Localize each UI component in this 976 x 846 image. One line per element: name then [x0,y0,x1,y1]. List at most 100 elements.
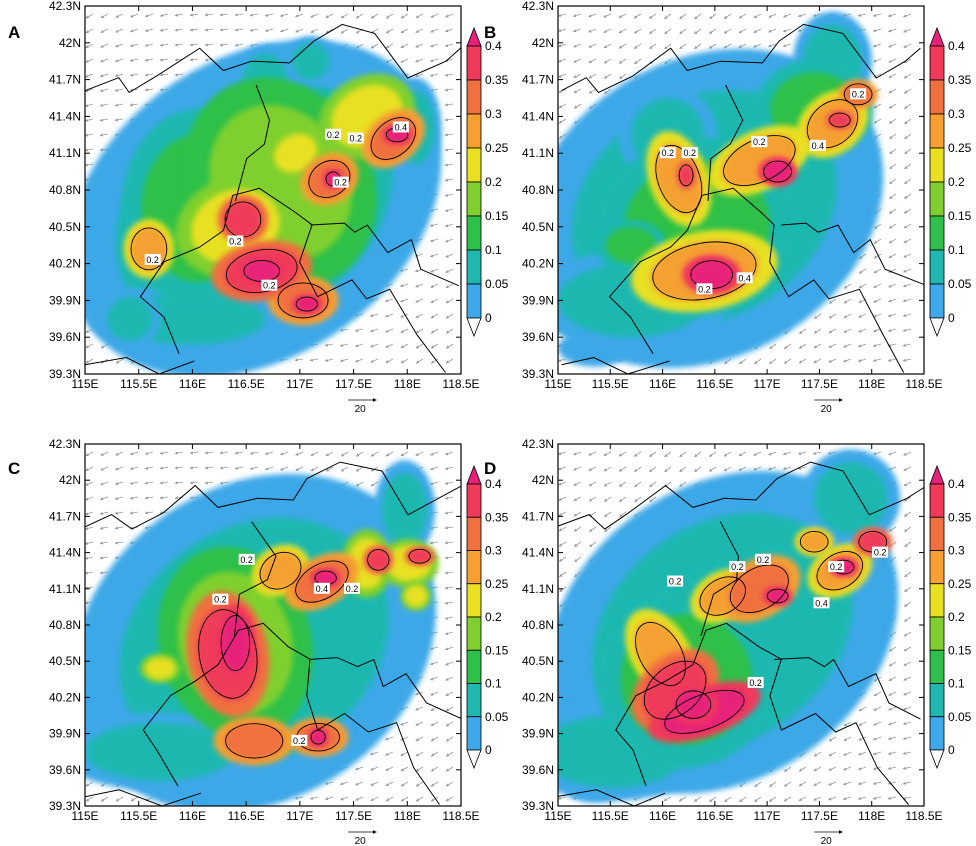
wind-vector [872,358,882,362]
wind-vector [129,58,139,62]
colorbar-segment [929,249,945,285]
contour-label: 0.2 [662,148,675,158]
wind-vector [159,58,169,62]
colorbar-segment [929,45,945,81]
panel-letter: B [484,23,496,42]
x-tick-label: 116E [179,809,206,823]
wind-vector [144,73,154,77]
contour-label-bg [751,136,768,148]
wind-vector [813,328,822,334]
wind-vector [828,343,837,348]
colorbar-label: 0.2 [948,610,965,624]
wind-vector [340,13,349,19]
wind-vector [873,298,882,303]
colorbar-segment [929,181,945,217]
precip-blob [814,462,888,535]
wind-vector [888,118,897,124]
wind-vector [874,223,882,229]
wind-vector [873,313,882,318]
wind-vector [144,13,154,18]
colorbar-label: 0.4 [948,39,965,53]
wind-vector [872,28,882,33]
wind-vector [114,496,124,500]
wind-vector [400,328,409,333]
wind-vector [587,13,597,18]
wind-vector [873,118,882,124]
wind-vector [219,43,229,47]
wind-vector [633,43,642,49]
wind-vector [603,58,612,64]
wind-vector [174,466,184,470]
contour-label: 0.4 [316,584,329,594]
wind-vector [234,28,244,32]
wind-vector [279,451,289,456]
contour-line [308,159,351,198]
wind-vector [189,43,199,47]
wind-vector [664,28,672,35]
wind-vector [843,298,852,304]
wind-vector [85,13,94,19]
wind-vector [444,73,454,77]
wind-vector [99,103,109,107]
wind-vector [144,451,154,455]
wind-vector [429,43,439,48]
colorbar-label: 0.3 [948,544,965,558]
wind-vector [444,496,454,500]
wind-vector [310,451,319,456]
wind-vector [903,208,912,214]
wind-vector [370,43,379,49]
reference-vector: 20 [814,830,843,846]
colorbar-label: 0.25 [948,577,972,591]
y-tick-label: 41.1N [522,146,554,160]
y-tick-label: 40.2N [49,257,81,271]
reference-vector: 20 [814,398,843,415]
colorbar-label: 0.05 [485,710,509,724]
wind-vector [782,28,792,33]
colorbar-top-triangle [929,26,945,47]
wind-vector [129,73,139,77]
wind-vector [294,13,304,18]
wind-vector [903,268,912,273]
wind-vector [415,298,424,303]
wind-vector [618,43,627,49]
wind-vector [753,13,762,19]
wind-vector [415,28,424,33]
wind-vector [309,358,319,362]
wind-vector [444,451,454,456]
precip-blob [273,133,318,173]
wind-vector [604,88,612,94]
contour-labels: 0.2 0.2 0.2 0.2 0.2 0.4 0.2 [144,121,409,291]
wind-vector [100,13,109,19]
wind-vector [159,466,169,470]
colorbar-label: 0.4 [948,477,965,491]
wind-vector [85,481,94,486]
wind-vector [872,43,882,48]
contour-line [678,164,694,187]
wind-vector [872,343,882,348]
boundary-lines [561,23,924,374]
wind-vector [415,283,424,288]
colorbar-label: 0.35 [948,73,972,87]
wind-vector [415,13,424,19]
wind-vector [444,88,454,92]
y-tick-label: 41.7N [49,73,81,87]
colorbar-bottom-triangle [466,317,482,338]
wind-vector [429,238,439,243]
wind-vector [204,13,214,17]
wind-vector [414,73,424,78]
wind-vector [174,58,184,62]
wind-vector [85,73,94,78]
wind-vector [294,358,304,362]
wind-vector [355,466,364,472]
wind-vector [798,358,807,364]
wind-vector [85,496,94,501]
wind-vector [873,238,882,244]
reference-vector-label: 20 [821,404,833,415]
wind-vector [415,313,424,318]
wind-vector [324,358,334,362]
wind-vector [114,118,124,122]
colorbar: 0.4 0.35 0.3 0.25 0.2 0.15 0.1 0.05 0 [929,464,972,770]
contour-label: 0.2 [830,562,843,572]
wind-vector [415,43,424,48]
wind-vector [115,28,124,33]
